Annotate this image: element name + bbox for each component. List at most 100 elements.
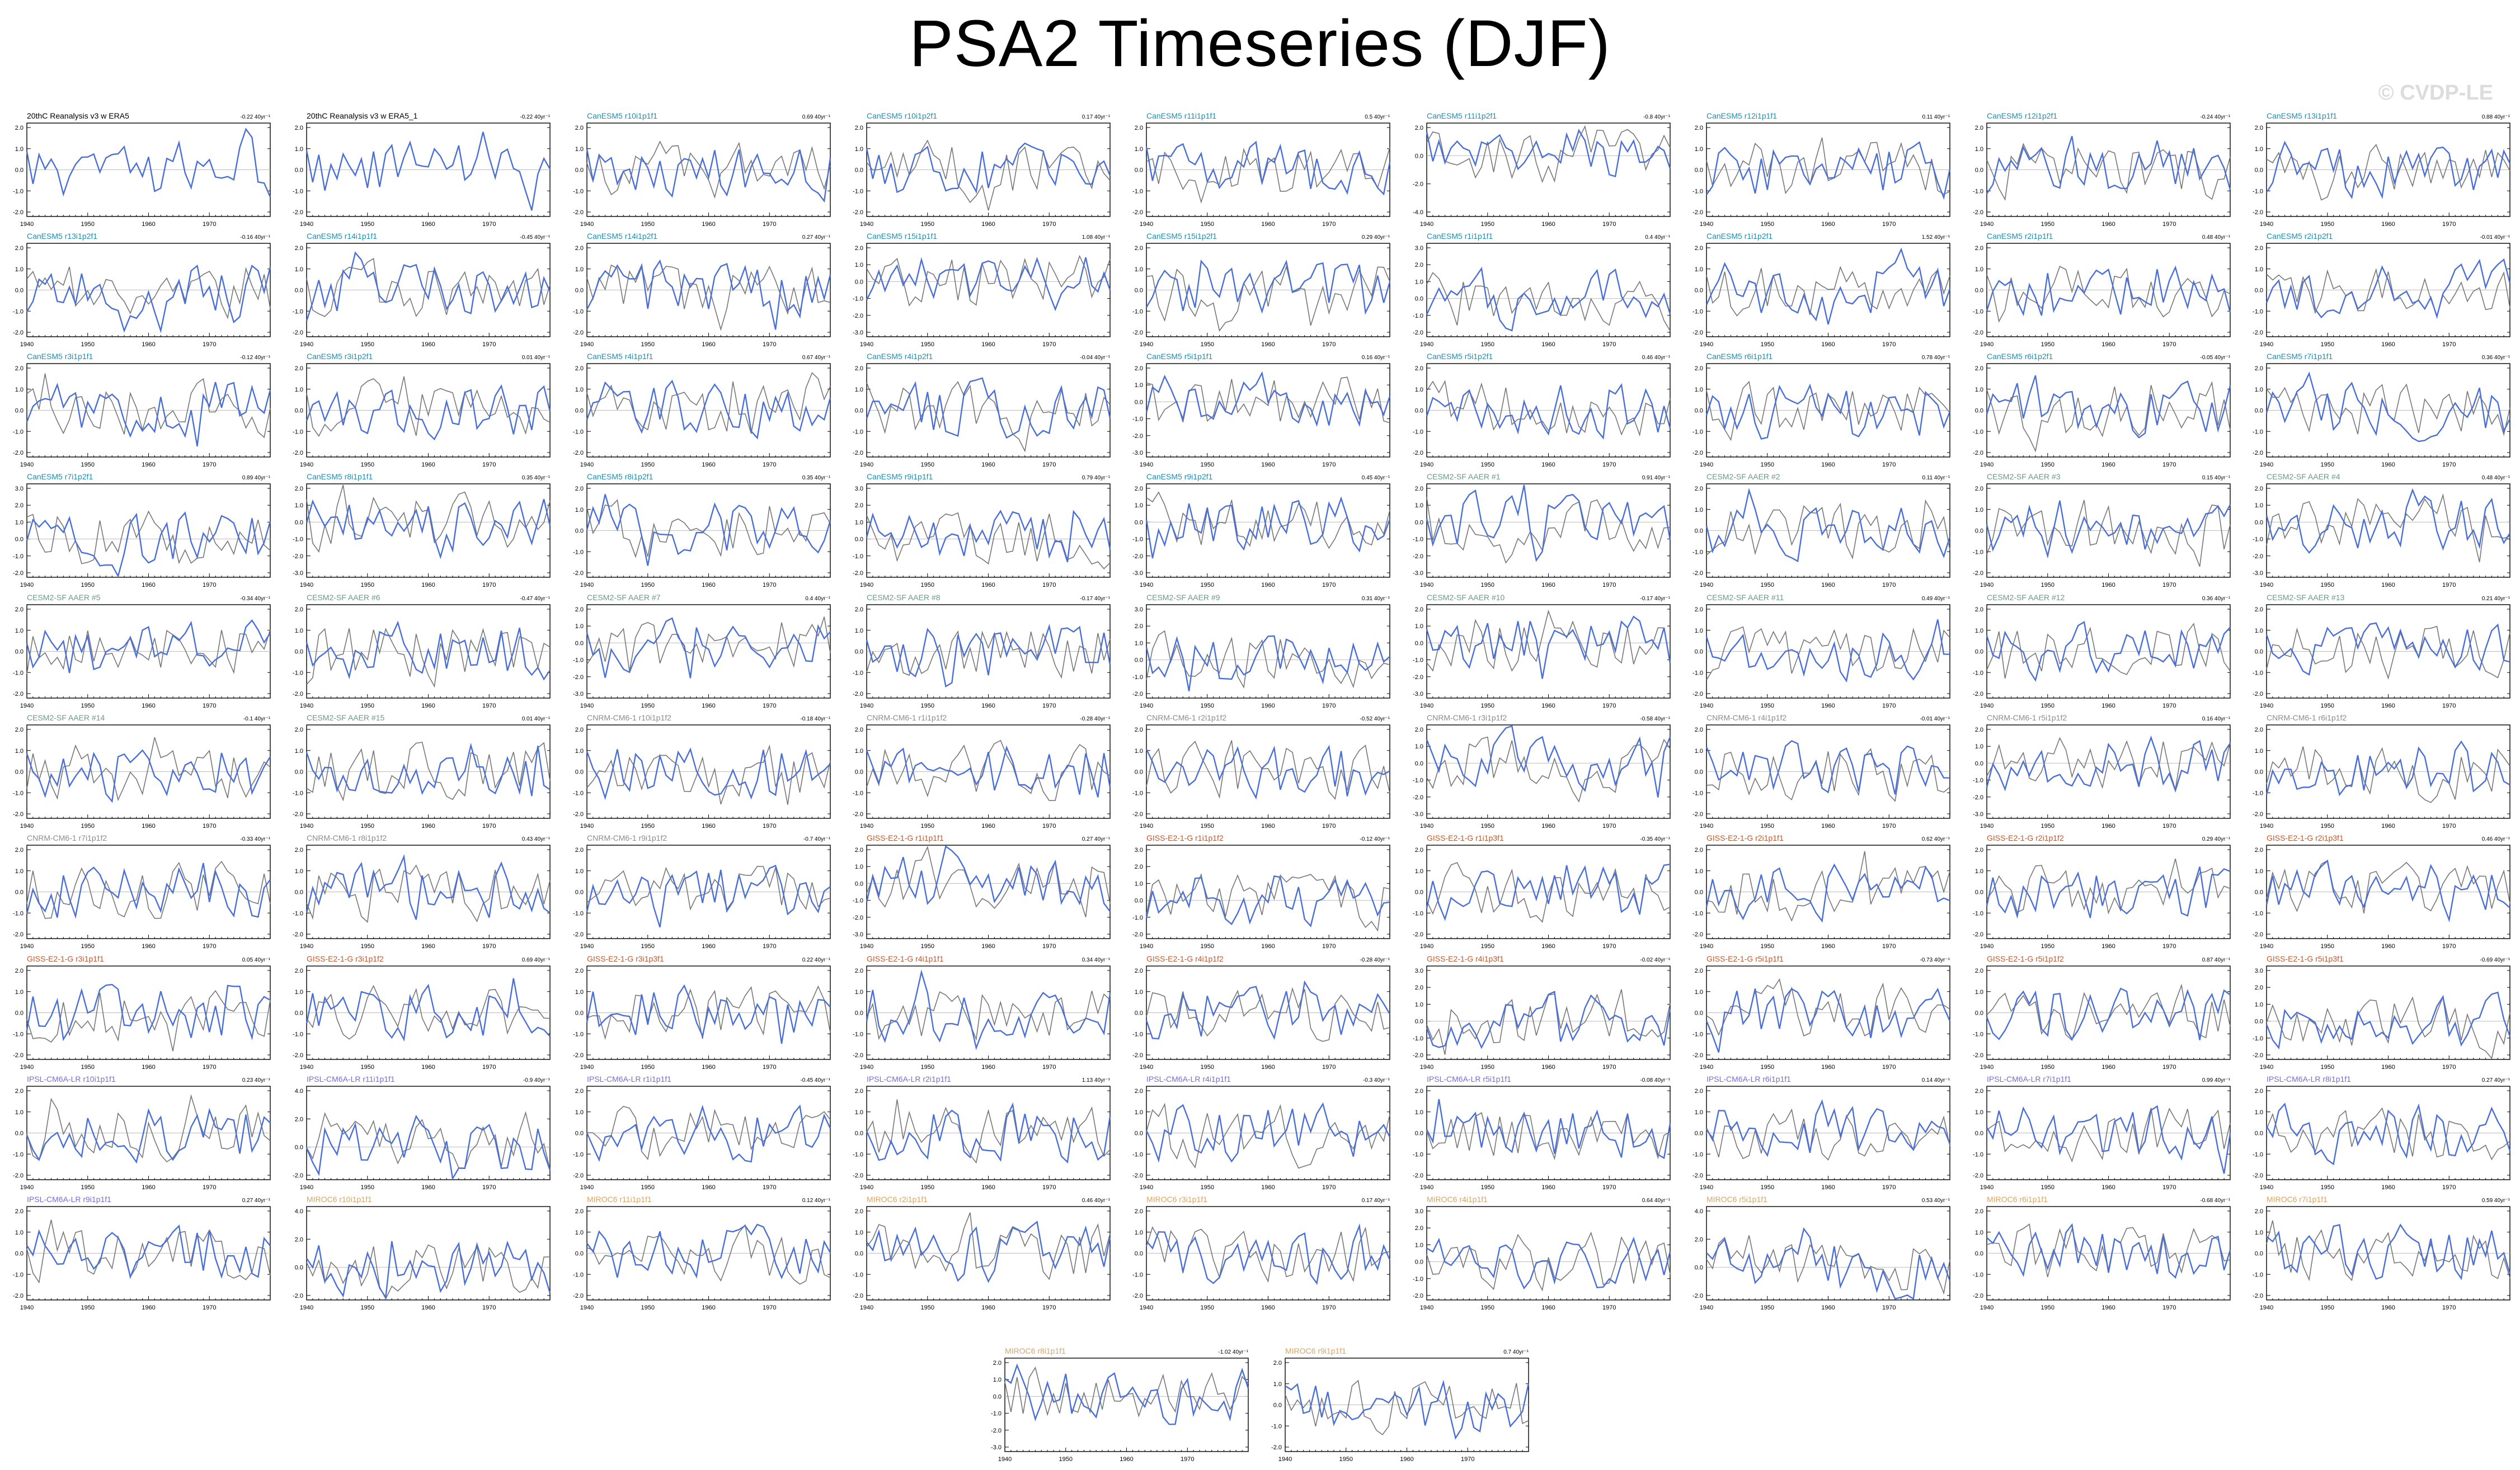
panel-label: GISS-E2-1-G r4i1p1f1 <box>867 954 944 963</box>
reference-series-line <box>866 139 1111 211</box>
panel-trend: -0.02 40yr⁻¹ <box>1640 957 1670 963</box>
y-tick-label: 0.0 <box>1135 898 1143 904</box>
y-tick-label: 1.0 <box>855 387 863 393</box>
y-tick-label: 1.0 <box>1135 502 1143 509</box>
x-tick-label: 1950 <box>921 221 934 228</box>
y-tick-label: -2.0 <box>1132 209 1143 216</box>
panel-label: CESM2-SF AAER #10 <box>1427 593 1505 602</box>
y-tick-label: -2.0 <box>1973 691 1983 698</box>
panel: GISS-E2-1-G r5i1p1f2 0.87 40yr⁻¹ 2.0 1.0 0.0… <box>1973 954 2231 1071</box>
y-tick-label: -2.0 <box>2253 931 2263 938</box>
reference-series-line <box>866 630 1111 679</box>
x-tick-label: 1940 <box>580 943 594 950</box>
x-tick-label: 1940 <box>580 461 594 468</box>
panel-label: CESM2-SF AAER #13 <box>2267 593 2344 602</box>
panel: CanESM5 r1i1p2f1 1.52 40yr⁻¹ 2.0 1.0 0.0 -1.0… <box>1692 232 1951 348</box>
panel-label: GISS-E2-1-G r1i1p3f1 <box>1427 833 1504 842</box>
y-tick-label: 0.0 <box>1695 408 1703 414</box>
x-tick-label: 1950 <box>2321 1064 2334 1071</box>
y-tick-label: -1.0 <box>853 296 863 303</box>
member-series-line <box>1145 745 1390 800</box>
y-tick-label: 2.0 <box>575 365 584 372</box>
y-tick-label: 1.0 <box>1975 628 1983 634</box>
y-tick-label: -1.0 <box>2253 670 2263 676</box>
panel-trend: 0.21 40yr⁻¹ <box>2482 596 2510 602</box>
panel-trend: 0.91 40yr⁻¹ <box>1642 475 1671 481</box>
panel-trend: 0.36 40yr⁻¹ <box>2482 355 2510 361</box>
y-tick-label: 0.0 <box>575 1010 584 1017</box>
y-tick-label: 1.0 <box>575 748 584 755</box>
panel-label: CNRM-CM6-1 r8i1p1f2 <box>307 833 387 842</box>
panel-trend: 0.27 40yr⁻¹ <box>1082 836 1111 842</box>
member-series-line <box>305 742 551 797</box>
x-tick-label: 1950 <box>641 823 655 830</box>
x-tick-label: 1960 <box>1541 221 1555 228</box>
panel-frame <box>2266 483 2510 578</box>
y-tick-label: -1.0 <box>1132 915 1143 921</box>
x-tick-label: 1960 <box>1821 461 1835 468</box>
x-tick-label: 1940 <box>580 221 594 228</box>
panel-label: 20thC Reanalysis v3 w ERA5 <box>27 111 129 120</box>
panel-trend: 0.17 40yr⁻¹ <box>1082 114 1111 120</box>
panel-trend: 0.87 40yr⁻¹ <box>2202 957 2231 963</box>
panel: CanESM5 r14i1p2f1 0.27 40yr⁻¹ 2.0 1.0 0.0 -1.… <box>573 232 831 348</box>
y-tick-label: 1.0 <box>1135 880 1143 887</box>
member-series-line <box>2265 140 2511 200</box>
member-series-line <box>2265 740 2510 797</box>
x-tick-label: 1940 <box>1980 221 1994 228</box>
x-tick-label: 1960 <box>1821 582 1835 588</box>
y-tick-label: 1.0 <box>2255 628 2263 634</box>
y-tick-label: 0.0 <box>575 769 584 776</box>
y-tick-label: -1.0 <box>1413 313 1423 319</box>
x-tick-label: 1950 <box>2041 582 2054 588</box>
x-tick-label: 1950 <box>2321 461 2334 468</box>
x-tick-label: 1970 <box>763 1064 776 1071</box>
y-tick-label: 1.0 <box>575 266 584 273</box>
y-tick-label: 2.0 <box>295 968 303 974</box>
y-tick-label: 0.0 <box>15 889 23 896</box>
y-tick-label: 1.0 <box>2255 1001 2263 1008</box>
y-tick-label: 2.0 <box>1975 968 1983 974</box>
y-tick-label: -1.0 <box>1973 1031 1983 1038</box>
panel: GISS-E2-1-G r4i1p1f2 -0.28 40yr⁻¹ 2.0 1.0 0.… <box>1132 954 1391 1071</box>
panel: CanESM5 r7i1p1f1 0.36 40yr⁻¹ 2.0 1.0 0.0 -1.0… <box>2253 352 2511 468</box>
y-tick-label: 0.0 <box>1415 519 1423 526</box>
y-tick-label: 0.0 <box>295 889 303 896</box>
panel-trend: 1.52 40yr⁻¹ <box>1922 234 1950 241</box>
x-tick-label: 1970 <box>2442 823 2456 830</box>
y-tick-label: 0.0 <box>1975 1010 1983 1017</box>
y-tick-label: -1.0 <box>573 1031 584 1038</box>
panel-frame <box>1426 604 1671 699</box>
y-tick-label: 0.0 <box>15 288 23 294</box>
y-tick-label: 1.0 <box>855 146 863 153</box>
y-tick-label: 1.0 <box>1135 748 1143 755</box>
panel: GISS-E2-1-G r1i1p1f2 -0.12 40yr⁻¹ 3.0 2.0 1.… <box>1132 833 1390 950</box>
x-tick-label: 1950 <box>2321 341 2334 348</box>
y-tick-label: -1.0 <box>573 549 584 555</box>
y-tick-label: -2.0 <box>853 450 863 456</box>
x-tick-label: 1960 <box>981 703 995 709</box>
y-tick-label: -2.0 <box>1973 329 1983 336</box>
y-tick-label: 1.0 <box>295 628 303 634</box>
x-tick-label: 1970 <box>203 1064 216 1071</box>
x-tick-label: 1950 <box>1201 582 1214 588</box>
y-tick-label: 0.0 <box>1975 760 1983 767</box>
x-tick-label: 1970 <box>482 1064 496 1071</box>
y-tick-label: -2.0 <box>2253 553 2263 560</box>
member-series-line <box>1705 247 1951 325</box>
y-tick-label: 0.0 <box>575 889 584 896</box>
x-tick-label: 1940 <box>20 703 34 709</box>
panel-label: CNRM-CM6-1 r3i1p1f2 <box>1427 713 1507 722</box>
x-tick-label: 1970 <box>1602 582 1616 588</box>
panel-label: GISS-E2-1-G r4i1p3f1 <box>1427 954 1504 963</box>
y-tick-label: 2.0 <box>1695 245 1703 252</box>
y-tick-label: 0.0 <box>575 408 584 414</box>
x-tick-label: 1960 <box>1541 341 1555 348</box>
y-tick-label: 0.0 <box>1135 1010 1143 1017</box>
y-tick-label: 2.0 <box>15 606 23 613</box>
y-tick-label: 0.0 <box>575 640 584 647</box>
x-tick-label: 1940 <box>1420 943 1433 950</box>
y-tick-label: -2.0 <box>2253 1052 2263 1059</box>
panel: CanESM5 r5i1p2f1 0.46 40yr⁻¹ 2.0 1.0 0.0 -1.0… <box>1413 352 1671 468</box>
panel-trend: -0.12 40yr⁻¹ <box>240 355 270 361</box>
